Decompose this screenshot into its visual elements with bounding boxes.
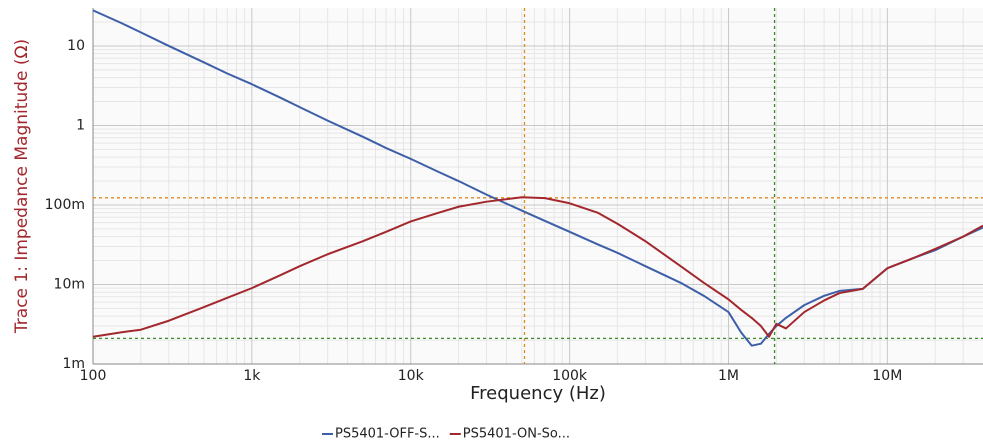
series-line	[92, 9, 983, 347]
y-tick-label: 1m	[62, 356, 85, 372]
y-tick-label: 100m	[45, 197, 85, 213]
x-tick-label: 10k	[398, 368, 425, 384]
series-line	[92, 196, 983, 338]
y-tick-label: 1	[76, 117, 85, 133]
plot-area	[93, 8, 983, 364]
x-tick-label: 1M	[718, 368, 739, 384]
legend-label: PS5401-OFF-S...	[335, 427, 440, 442]
x-axis-title: Frequency (Hz)	[470, 383, 606, 404]
legend: PS5401-OFF-S... PS5401-ON-So...	[322, 427, 570, 442]
y-axis-title: Trace 1: Impedance Magnitude (Ω)	[12, 39, 32, 334]
x-tick-label: 1k	[243, 368, 261, 384]
legend-label: PS5401-ON-So...	[463, 427, 570, 442]
x-tick-label: 10M	[872, 368, 902, 384]
x-tick-label: 100	[80, 368, 107, 384]
x-tick-label: 100k	[552, 368, 588, 384]
y-tick-label: 10m	[54, 276, 85, 292]
y-tick-label: 10	[67, 38, 85, 54]
